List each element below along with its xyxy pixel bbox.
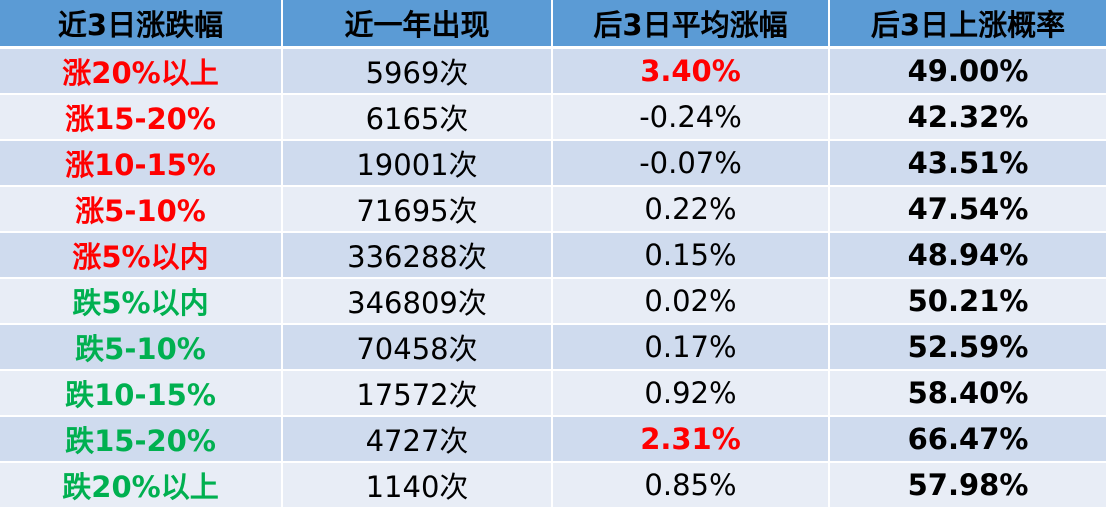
range-label: 涨15-20% [0,94,283,141]
probability-cell: 58.40% [829,370,1106,417]
probability-cell: 52.59% [829,324,1106,371]
count-cell: 5969次 [282,47,553,95]
range-label: 跌10-15% [0,370,283,417]
table-row: 涨20%以上 5969次 3.40% 49.00% [0,47,1106,95]
header-count: 近一年出现 [282,0,553,49]
table-header: 近3日涨跌幅 近一年出现 后3日平均涨幅 后3日上涨概率 [0,0,1106,49]
table-row: 涨15-20% 6165次 -0.24% 42.32% [0,94,1106,141]
table-row: 跌5-10% 70458次 0.17% 52.59% [0,324,1106,371]
avg-gain-cell: 0.92% [552,370,830,417]
avg-gain-cell: 0.15% [552,232,830,279]
header-avg-gain: 后3日平均涨幅 [552,0,830,49]
avg-gain-cell: 0.02% [552,278,830,325]
range-label: 跌15-20% [0,416,283,463]
table-row: 跌5%以内 346809次 0.02% 50.21% [0,278,1106,325]
range-label: 跌5-10% [0,324,283,371]
avg-gain-cell: 0.22% [552,186,830,233]
range-label: 跌20%以上 [0,462,283,509]
probability-cell: 49.00% [829,47,1106,95]
count-cell: 70458次 [282,324,553,371]
header-up-probability: 后3日上涨概率 [829,0,1106,49]
avg-gain-cell: -0.24% [552,94,830,141]
count-cell: 19001次 [282,140,553,187]
probability-cell: 42.32% [829,94,1106,141]
count-cell: 71695次 [282,186,553,233]
count-cell: 4727次 [282,416,553,463]
count-cell: 6165次 [282,94,553,141]
range-label: 涨5%以内 [0,232,283,279]
probability-cell: 47.54% [829,186,1106,233]
range-label: 涨10-15% [0,140,283,187]
probability-cell: 43.51% [829,140,1106,187]
probability-cell: 57.98% [829,462,1106,509]
table-row: 跌15-20% 4727次 2.31% 66.47% [0,416,1106,463]
count-cell: 17572次 [282,370,553,417]
range-label: 跌5%以内 [0,278,283,325]
avg-gain-cell: -0.07% [552,140,830,187]
count-cell: 1140次 [282,462,553,509]
table-row: 跌20%以上 1140次 0.85% 57.98% [0,462,1106,509]
range-label: 涨5-10% [0,186,283,233]
probability-cell: 50.21% [829,278,1106,325]
header-row: 近3日涨跌幅 近一年出现 后3日平均涨幅 后3日上涨概率 [0,0,1106,49]
table-row: 涨10-15% 19001次 -0.07% 43.51% [0,140,1106,187]
probability-cell: 66.47% [829,416,1106,463]
avg-gain-cell: 0.17% [552,324,830,371]
table-row: 跌10-15% 17572次 0.92% 58.40% [0,370,1106,417]
avg-gain-cell: 0.85% [552,462,830,509]
table-body: 涨20%以上 5969次 3.40% 49.00% 涨15-20% 6165次 … [0,47,1106,509]
count-cell: 336288次 [282,232,553,279]
table-row: 涨5-10% 71695次 0.22% 47.54% [0,186,1106,233]
range-label: 涨20%以上 [0,47,283,95]
avg-gain-cell: 3.40% [552,47,830,95]
probability-cell: 48.94% [829,232,1106,279]
table-row: 涨5%以内 336288次 0.15% 48.94% [0,232,1106,279]
avg-gain-cell: 2.31% [552,416,830,463]
count-cell: 346809次 [282,278,553,325]
header-range: 近3日涨跌幅 [0,0,283,49]
